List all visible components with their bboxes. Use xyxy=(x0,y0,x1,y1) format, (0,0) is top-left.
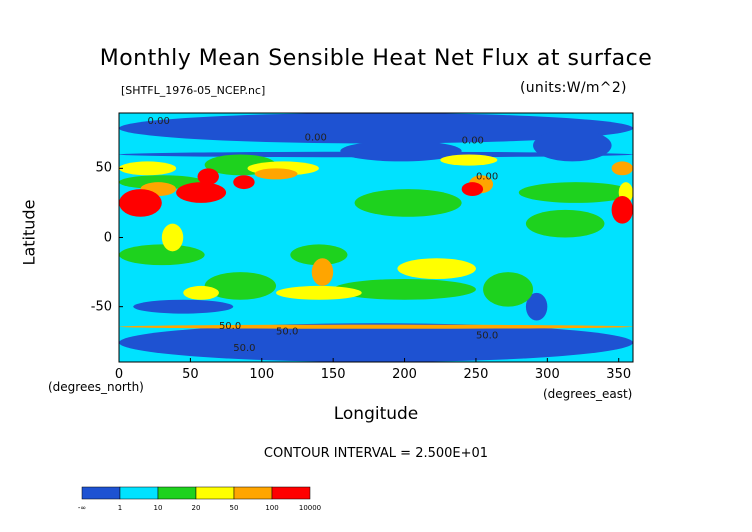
field-region xyxy=(119,113,633,144)
colorbar-tick-label: 20 xyxy=(191,504,201,512)
contour-label: 0.00 xyxy=(305,133,327,144)
x-tick-label: 50 xyxy=(182,367,199,382)
field-region xyxy=(119,161,177,176)
field-region xyxy=(119,324,633,329)
field-region xyxy=(119,151,633,158)
colorbar-swatch xyxy=(271,486,311,500)
field-region xyxy=(611,161,633,176)
field-region xyxy=(525,292,548,321)
field-region xyxy=(333,279,476,300)
contour-label: 50.0 xyxy=(476,330,498,341)
field-region xyxy=(233,175,255,190)
field-region xyxy=(525,209,605,238)
colorbar-tick-label: 1 xyxy=(117,504,123,512)
colorbar-tick-label: -∞ xyxy=(77,504,87,512)
y-tick-label: -50 xyxy=(90,299,112,315)
x-tick-label: 0 xyxy=(114,367,124,382)
contour-labels: 0.00 0.00 0.00 0.00 50.0 50.0 50.0 50.0 xyxy=(148,116,499,354)
field-region xyxy=(611,196,633,224)
x-tick-label: 250 xyxy=(463,367,489,382)
field-region xyxy=(533,129,612,162)
field-region xyxy=(354,189,462,217)
contour-label: 50.0 xyxy=(219,321,241,332)
field-region xyxy=(119,244,205,266)
y-unit-label: (degrees_north) xyxy=(48,380,144,394)
field-region xyxy=(276,285,362,300)
field-region xyxy=(133,299,234,314)
x-axis-label: Longitude xyxy=(333,404,419,424)
colorbar-tick-label: 10 xyxy=(153,504,163,512)
y-tick-label: 0 xyxy=(103,230,112,245)
file-label: [SHTFL_1976-05_NCEP.nc] xyxy=(121,84,266,97)
field-region xyxy=(461,182,484,196)
field-region xyxy=(254,168,298,180)
field-region xyxy=(311,258,334,286)
units-label: (units:W/m^2) xyxy=(520,80,627,96)
contour-label: 50.0 xyxy=(276,326,298,337)
colorbar-swatch xyxy=(233,486,273,500)
field-region xyxy=(518,182,633,203)
field-region xyxy=(183,285,219,300)
colorbar xyxy=(81,486,311,500)
colorbar-swatch xyxy=(81,486,121,500)
x-unit-label: (degrees_east) xyxy=(543,387,633,401)
field-region xyxy=(176,182,227,203)
x-tick-label: 100 xyxy=(249,367,275,382)
field-region xyxy=(440,154,498,166)
contour-label: 50.0 xyxy=(233,343,255,354)
field-region xyxy=(483,272,534,307)
colorbar-swatch xyxy=(195,486,235,500)
contour-label: 0.00 xyxy=(462,135,484,146)
field-region xyxy=(119,323,633,362)
colorbar-tick-label: 10000 xyxy=(298,504,322,512)
plot-frame xyxy=(118,112,634,363)
field-region xyxy=(204,272,277,300)
x-tick-label: 350 xyxy=(606,367,632,382)
x-tick-label: 150 xyxy=(320,367,346,382)
colorbar-swatch xyxy=(157,486,197,500)
contour-interval-note: CONTOUR INTERVAL = 2.500E+01 xyxy=(263,446,489,461)
colorbar-tick-label: 100 xyxy=(265,504,279,512)
field-region xyxy=(290,244,348,266)
colorbar-tick-label: 50 xyxy=(229,504,239,512)
field-region xyxy=(197,168,219,185)
contour-label: 0.00 xyxy=(148,116,170,127)
y-tick-label: 50 xyxy=(95,160,112,176)
field-region xyxy=(161,223,184,252)
field-region xyxy=(397,258,476,279)
contour-label: 0.00 xyxy=(476,171,498,182)
flux-field xyxy=(119,113,633,362)
colorbar-swatch xyxy=(119,486,159,500)
field-region xyxy=(119,189,162,217)
x-tick-label: 300 xyxy=(534,367,560,382)
x-tick-label: 200 xyxy=(392,367,417,382)
chart-title: Monthly Mean Sensible Heat Net Flux at s… xyxy=(99,46,653,71)
